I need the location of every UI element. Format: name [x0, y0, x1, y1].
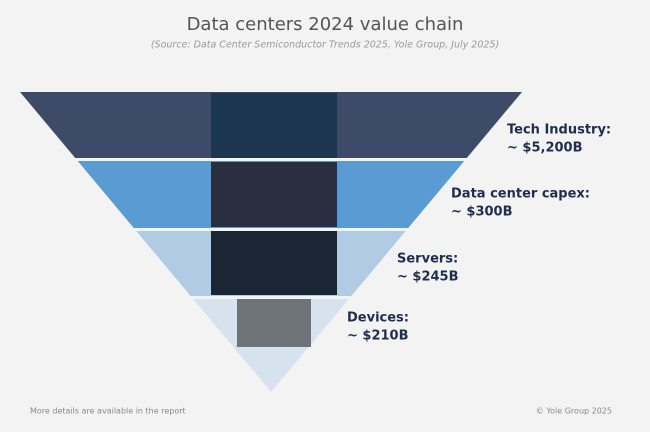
- footer-right: © Yole Group 2025: [536, 407, 612, 416]
- footer-left: More details are available in the report: [30, 407, 186, 416]
- layer-label: Servers:: [397, 252, 458, 267]
- layer-photo: [211, 162, 337, 227]
- title: Data centers 2024 value chain: [187, 14, 464, 35]
- layer-value: ~ $300B: [451, 205, 513, 220]
- subtitle: (Source: Data Center Semiconductor Trend…: [151, 40, 499, 51]
- layer-label: Data center capex:: [451, 187, 590, 202]
- layer-label: Devices:: [347, 311, 409, 326]
- funnel: [20, 92, 522, 392]
- layer-photo: [211, 93, 337, 158]
- layer-photo: [237, 299, 311, 347]
- layer-value: ~ $5,200B: [507, 141, 583, 156]
- layer-label: Tech Industry:: [507, 123, 611, 138]
- layer-value: ~ $210B: [347, 329, 409, 344]
- layer-photo: [211, 231, 337, 295]
- layer-value: ~ $245B: [397, 270, 459, 285]
